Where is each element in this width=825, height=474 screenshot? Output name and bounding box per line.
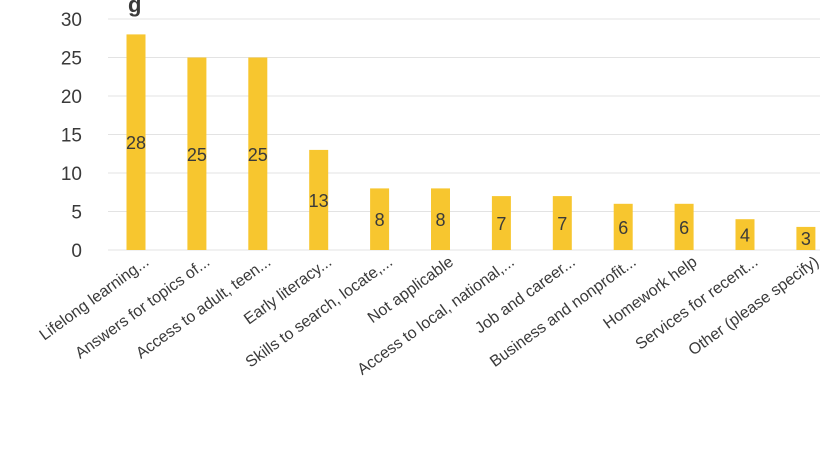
category-label: Job and career... [472,253,578,337]
bar [126,34,146,251]
bar [674,203,694,250]
data-label: 25 [248,145,268,165]
bar [552,196,572,250]
data-labels: 28 25 25 13 8 8 7 7 6 6 4 3 [126,133,811,249]
data-label: 8 [435,210,445,230]
data-label: 28 [126,133,146,153]
gridlines [108,18,820,251]
category-label: Lifelong learning... [37,253,153,344]
bar [613,203,633,250]
category-labels: Lifelong learning...Answers for topics o… [37,253,823,378]
data-label: 4 [740,226,750,246]
bar [309,149,329,250]
y-tick-label: 10 [61,164,82,185]
bar [491,196,511,250]
data-label: 25 [187,145,207,165]
bar [248,57,268,250]
y-tick-label: 15 [61,126,82,147]
data-label: 3 [801,229,811,249]
data-label: 7 [496,214,506,234]
data-label: 7 [557,214,567,234]
bar [370,188,390,250]
y-tick-label: 25 [61,49,82,70]
bar [187,57,207,250]
y-tick-label: 5 [71,203,82,224]
y-tick-label: 0 [71,241,82,262]
bar [796,226,816,250]
data-label: 13 [309,191,329,211]
data-label: 6 [618,218,628,238]
y-axis-ticks: 0 5 10 15 20 25 30 [61,10,82,262]
bars [126,34,816,251]
data-label: 6 [679,218,689,238]
bar [735,219,755,250]
y-tick-label: 20 [61,87,82,108]
y-tick-label: 30 [61,10,82,31]
chart-title-fragment: g [128,0,141,17]
bar [431,188,450,250]
data-label: 8 [375,210,385,230]
